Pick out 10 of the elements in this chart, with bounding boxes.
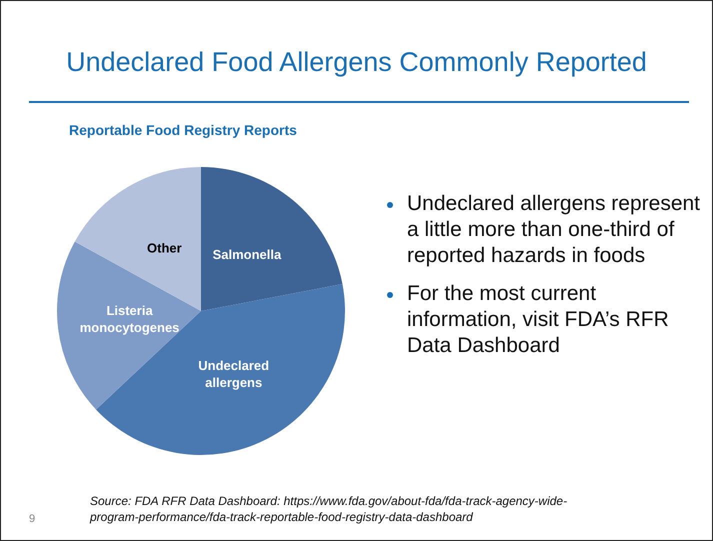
chart-title: Undeclared Food Allergens Commonly Reported <box>65 47 648 78</box>
text: Undeclared allergens represent a little more than one-third of reported hazards in foods <box>406 191 702 269</box>
slice-label: Undeclared allergens <box>198 358 270 390</box>
text: 9 <box>29 513 36 525</box>
chart-subtitle: Reportable Food Registry Reports <box>69 122 297 138</box>
slice-label: Listeria monocytogenes <box>80 303 180 336</box>
slice-label: Salmonella <box>212 247 282 262</box>
slice-label: Other <box>147 240 182 256</box>
source-note: Source: FDA RFR Data Dashboard: https://www.fda.gov/about-fda/fda-track-agency-wide-program-performance/fda-track-reportable-food-registry-data-dashboard <box>90 493 568 525</box>
text: For the most current information, visit FDA’s RFR Data Dashboard <box>406 281 670 359</box>
